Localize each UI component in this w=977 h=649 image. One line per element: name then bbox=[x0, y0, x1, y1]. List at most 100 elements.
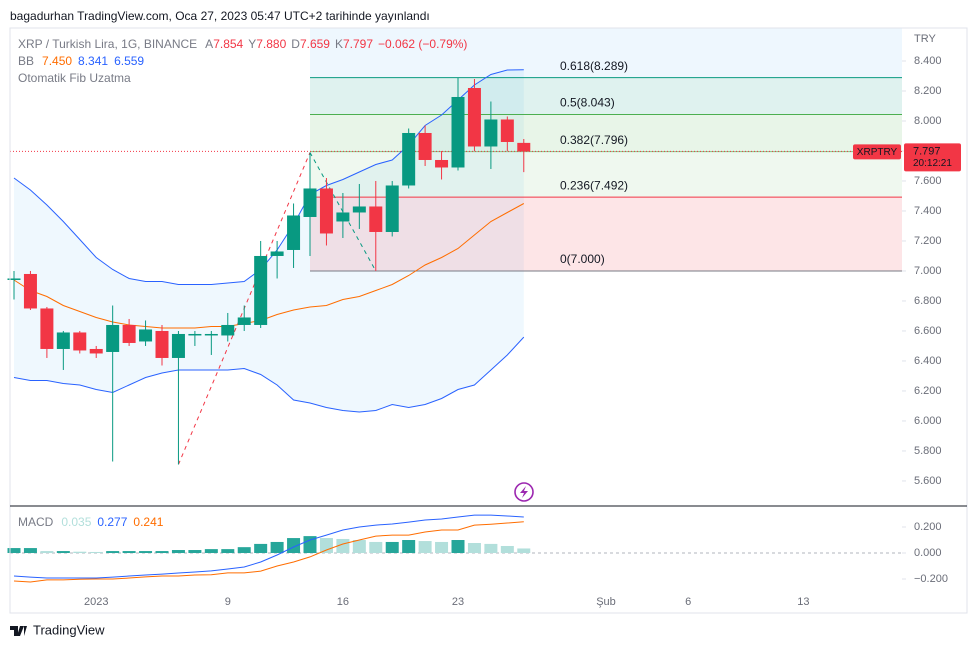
fib-label: 0.5(8.043) bbox=[560, 96, 615, 110]
bb-title: BB bbox=[18, 54, 34, 68]
legend-bb: BB 7.450 8.341 6.559 bbox=[18, 54, 144, 68]
macd-histogram-bar bbox=[319, 538, 333, 554]
candle-body bbox=[237, 317, 251, 325]
candle-body bbox=[221, 324, 235, 336]
candle-body bbox=[435, 159, 449, 168]
macd-histogram-bar bbox=[73, 551, 87, 554]
macd-hist-value: 0.035 bbox=[61, 515, 91, 529]
candle-body bbox=[303, 188, 317, 217]
y-tick-label: 6.800 bbox=[914, 295, 942, 307]
macd-histogram-bar bbox=[418, 541, 432, 554]
macd-histogram-bar bbox=[385, 541, 399, 554]
bb-value: 6.559 bbox=[114, 54, 144, 68]
y-tick-label: 7.600 bbox=[914, 175, 942, 187]
macd-title: MACD bbox=[18, 515, 54, 529]
bb-line bbox=[13, 203, 525, 329]
macd-histogram-bar bbox=[352, 540, 366, 554]
candle-body bbox=[56, 332, 70, 349]
candle-body bbox=[188, 333, 202, 336]
x-tick-label: 23 bbox=[452, 596, 464, 608]
candle-body bbox=[155, 330, 169, 358]
candle-body bbox=[402, 132, 416, 186]
legend-change: −0.062 (−0.79%) bbox=[378, 37, 467, 51]
fib-label: 0(7.000) bbox=[560, 252, 605, 266]
y-tick-label: 6.000 bbox=[914, 415, 942, 427]
x-tick-label: 13 bbox=[797, 596, 809, 608]
fib-extension-area bbox=[310, 28, 902, 77]
footer: TradingView bbox=[33, 622, 105, 637]
macd-histogram-bar bbox=[188, 550, 202, 554]
y-tick-label: 7.200 bbox=[914, 235, 942, 247]
y-tick-label: 6.600 bbox=[914, 325, 942, 337]
y-tick-label: 6.400 bbox=[914, 355, 942, 367]
candle-body bbox=[7, 278, 21, 280]
legend-prefix: D bbox=[291, 37, 300, 51]
bb-line bbox=[13, 69, 524, 285]
candle-body bbox=[89, 348, 103, 354]
macd-histogram-bar bbox=[122, 551, 136, 554]
macd-histogram-bar bbox=[254, 543, 268, 554]
macd-tick-label: 0.200 bbox=[914, 521, 942, 533]
macd-histogram-bar bbox=[500, 545, 514, 554]
macd-histogram-bar bbox=[155, 551, 169, 554]
legend-value: 7.854 bbox=[213, 37, 243, 51]
x-tick-label: 2023 bbox=[84, 596, 108, 608]
legend-fib: Otomatik Fib Uzatma bbox=[18, 71, 131, 85]
macd-histogram-bar bbox=[467, 543, 481, 554]
fib-label: 0.382(7.796) bbox=[560, 133, 628, 147]
x-tick-label: Şub bbox=[596, 596, 616, 608]
symbol-tag: XRPTRY bbox=[857, 147, 898, 158]
macd-histogram-bar bbox=[517, 548, 531, 554]
candle-body bbox=[139, 329, 153, 342]
macd-histogram-bar bbox=[89, 551, 103, 554]
legend-prefix: Y bbox=[248, 37, 256, 51]
y-tick-label: 5.800 bbox=[914, 445, 942, 457]
y-tick-label: 8.000 bbox=[914, 115, 942, 127]
candle-body bbox=[287, 215, 301, 250]
macd-histogram-bar bbox=[484, 543, 498, 554]
macd-histogram-bar bbox=[204, 549, 218, 554]
y-tick-label: 8.200 bbox=[914, 85, 942, 97]
candle-body bbox=[270, 251, 284, 256]
candle-body bbox=[418, 132, 432, 160]
macd-histogram-bar bbox=[369, 541, 383, 554]
macd-histogram-bar bbox=[40, 551, 54, 554]
macd-histogram-bar bbox=[106, 551, 120, 554]
alert-icon bbox=[514, 482, 534, 502]
macd-histogram-bar bbox=[451, 540, 465, 554]
macd-line bbox=[13, 514, 524, 579]
x-tick-label: 16 bbox=[337, 596, 349, 608]
candle-body bbox=[171, 333, 185, 358]
candle-body bbox=[500, 119, 514, 142]
y-tick-label: 7.000 bbox=[914, 265, 942, 277]
candle-body bbox=[369, 206, 383, 232]
macd-histogram-bar bbox=[287, 538, 301, 554]
legend-prefix: K bbox=[335, 37, 343, 51]
macd-histogram-bar bbox=[23, 548, 37, 554]
candle-body bbox=[352, 206, 366, 213]
fib-band bbox=[310, 197, 902, 271]
brand: TradingView bbox=[10, 622, 105, 637]
candle-body bbox=[204, 333, 218, 336]
chart-frame bbox=[9, 27, 968, 614]
price-tag: 7.797 bbox=[913, 145, 941, 157]
price-tag-box bbox=[904, 143, 961, 172]
macd-histogram-bar bbox=[56, 551, 70, 554]
macd-histogram-bar bbox=[7, 548, 21, 554]
candle-body bbox=[40, 308, 54, 349]
macd-histogram-bar bbox=[402, 540, 416, 554]
y-tick-label: 6.200 bbox=[914, 385, 942, 397]
legend-prefix: A bbox=[205, 37, 213, 51]
bb-value: 7.450 bbox=[42, 54, 72, 68]
macd-histogram-bar bbox=[303, 536, 317, 554]
candle-body bbox=[319, 188, 333, 234]
symbol-tag-box bbox=[853, 144, 901, 160]
legend-value: 7.659 bbox=[300, 37, 330, 51]
candle-body bbox=[254, 255, 268, 325]
fib-label: 0.618(8.289) bbox=[560, 59, 628, 73]
macd-tick-label: 0.000 bbox=[914, 547, 942, 559]
candle-body bbox=[451, 96, 465, 168]
candle-body bbox=[73, 332, 87, 351]
macd-histogram-bar bbox=[270, 541, 284, 554]
